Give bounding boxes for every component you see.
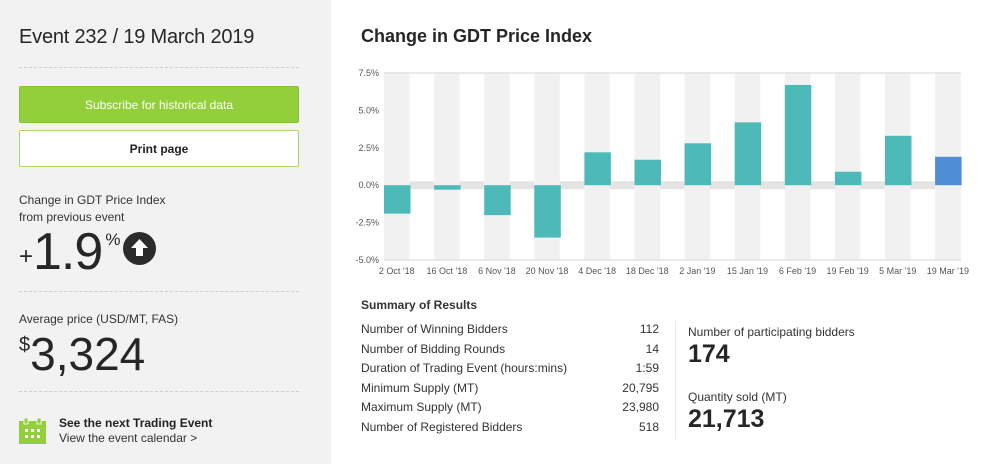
y-tick-label: 2.5% [358,143,379,153]
summary-row: Minimum Supply (MT) 20,795 [361,381,659,401]
chart-bar [885,135,912,186]
y-tick-label: 7.5% [358,68,379,78]
divider [19,67,299,68]
chart-bar [584,152,611,186]
x-tick-label: 4 Dec '18 [578,266,616,276]
event-sidebar: Event 232 / 19 March 2019 Subscribe for … [0,0,331,464]
chart-bar [784,84,812,186]
next-event-title: See the next Trading Event [59,416,213,430]
chart-column-band [834,73,861,260]
chart-column-band [434,73,460,260]
chart-bar [384,185,411,214]
price-index-chart: 7.5% 5.0% 2.5% 0.0% -2.5% -5.0% 2 Oct '18 16 O… [355,68,969,276]
x-tick-label: 15 Jan '19 [727,266,768,276]
chart-column-band [484,73,510,260]
y-tick-label: -5.0% [355,255,379,265]
summary-value: 20,795 [622,380,659,395]
x-tick-label: 6 Feb '19 [779,266,816,276]
y-tick-label: -2.5% [355,218,379,228]
summary-table: Number of Winning Bidders 112 Number of B… [361,322,659,439]
summary-title: Summary of Results [361,298,478,312]
chart-bar [734,122,762,186]
summary-value: 1:59 [635,361,659,375]
x-tick-label: 19 Feb '19 [827,266,869,276]
summary-row: Number of Bidding Rounds 14 [361,342,659,362]
change-label-line1: Change in GDT Price Index [19,193,166,207]
price-value: 3,324 [30,328,146,380]
arrow-up-icon [123,232,157,265]
x-tick-label: 6 Nov '18 [478,266,516,276]
average-price: $ 3,324 [19,330,145,378]
change-label-line2: from previous event [19,210,125,224]
summary-label: Maximum Supply (MT) [361,400,482,414]
zero-line-band [384,181,961,190]
subscribe-button[interactable]: Subscribe for historical data [19,86,299,123]
change-label: Change in GDT Price Index from previous … [19,192,166,226]
summary-label: Number of Registered Bidders [361,419,523,434]
summary-value: 14 [645,341,659,356]
divider [19,291,299,292]
change-value: 1.9 [33,223,103,281]
chart-bar [935,156,962,186]
price-currency: $ [19,334,31,356]
summary-label: Number of Bidding Rounds [361,341,506,356]
chart-bars [384,84,962,238]
event-calendar-link[interactable]: View the event calendar > [59,431,198,445]
summary-value: 112 [639,322,659,336]
summary-label: Duration of Trading Event (hours:mins) [361,361,568,375]
event-title: Event 232 / 19 March 2019 [19,26,255,48]
x-tick-label: 5 Mar '19 [879,266,916,276]
x-tick-label: 2 Jan '19 [679,266,715,276]
y-tick-label: 5.0% [358,105,379,115]
quantity-sold-value: 21,713 [688,405,765,433]
chart-bar [834,171,862,186]
chart-x-ticks: 2 Oct '18 16 Oct '18 6 Nov '18 20 Nov '18 4 … [379,266,969,276]
chart-bands [384,73,961,260]
next-event-block: See the next Trading Event View the even… [59,416,212,446]
summary-label: Minimum Supply (MT) [361,380,479,395]
x-tick-label: 18 Dec '18 [626,266,669,276]
participating-bidders-label: Number of participating bidders [688,325,855,339]
x-tick-label: 19 Mar '19 [927,266,969,276]
change-sign: + [19,243,34,270]
chart-column-band [384,73,410,260]
summary-divider [675,322,676,438]
chart-bar [434,185,461,190]
chart-bar [484,185,511,216]
calendar-icon [19,418,46,444]
change-unit: % [105,230,121,249]
chart-bar [534,185,561,238]
x-tick-label: 2 Oct '18 [379,266,415,276]
summary-row: Duration of Trading Event (hours:mins) 1:… [361,361,659,381]
summary-row: Maximum Supply (MT) 23,980 [361,400,659,420]
summary-row: Number of Registered Bidders 518 [361,420,659,440]
chart-title: Change in GDT Price Index [361,26,593,46]
chart-bar [684,143,712,186]
participating-bidders-value: 174 [688,340,730,368]
avg-price-label: Average price (USD/MT, FAS) [19,312,179,326]
summary-value: 518 [638,419,659,434]
x-tick-label: 16 Oct '18 [426,266,467,276]
summary-row: Number of Winning Bidders 112 [361,322,659,342]
summary-value: 23,980 [622,400,659,414]
print-page-button[interactable]: Print page [19,130,299,167]
quantity-sold-label: Quantity sold (MT) [688,390,787,404]
chart-gridlines [384,72,961,261]
y-tick-label: 0.0% [358,180,379,190]
divider [19,391,299,392]
x-tick-label: 20 Nov '18 [526,266,569,276]
chart-y-ticks: 7.5% 5.0% 2.5% 0.0% -2.5% -5.0% [355,68,379,265]
summary-label: Number of Winning Bidders [361,322,508,336]
price-index-change: + 1.9 % [19,223,157,281]
chart-bar [634,159,661,186]
